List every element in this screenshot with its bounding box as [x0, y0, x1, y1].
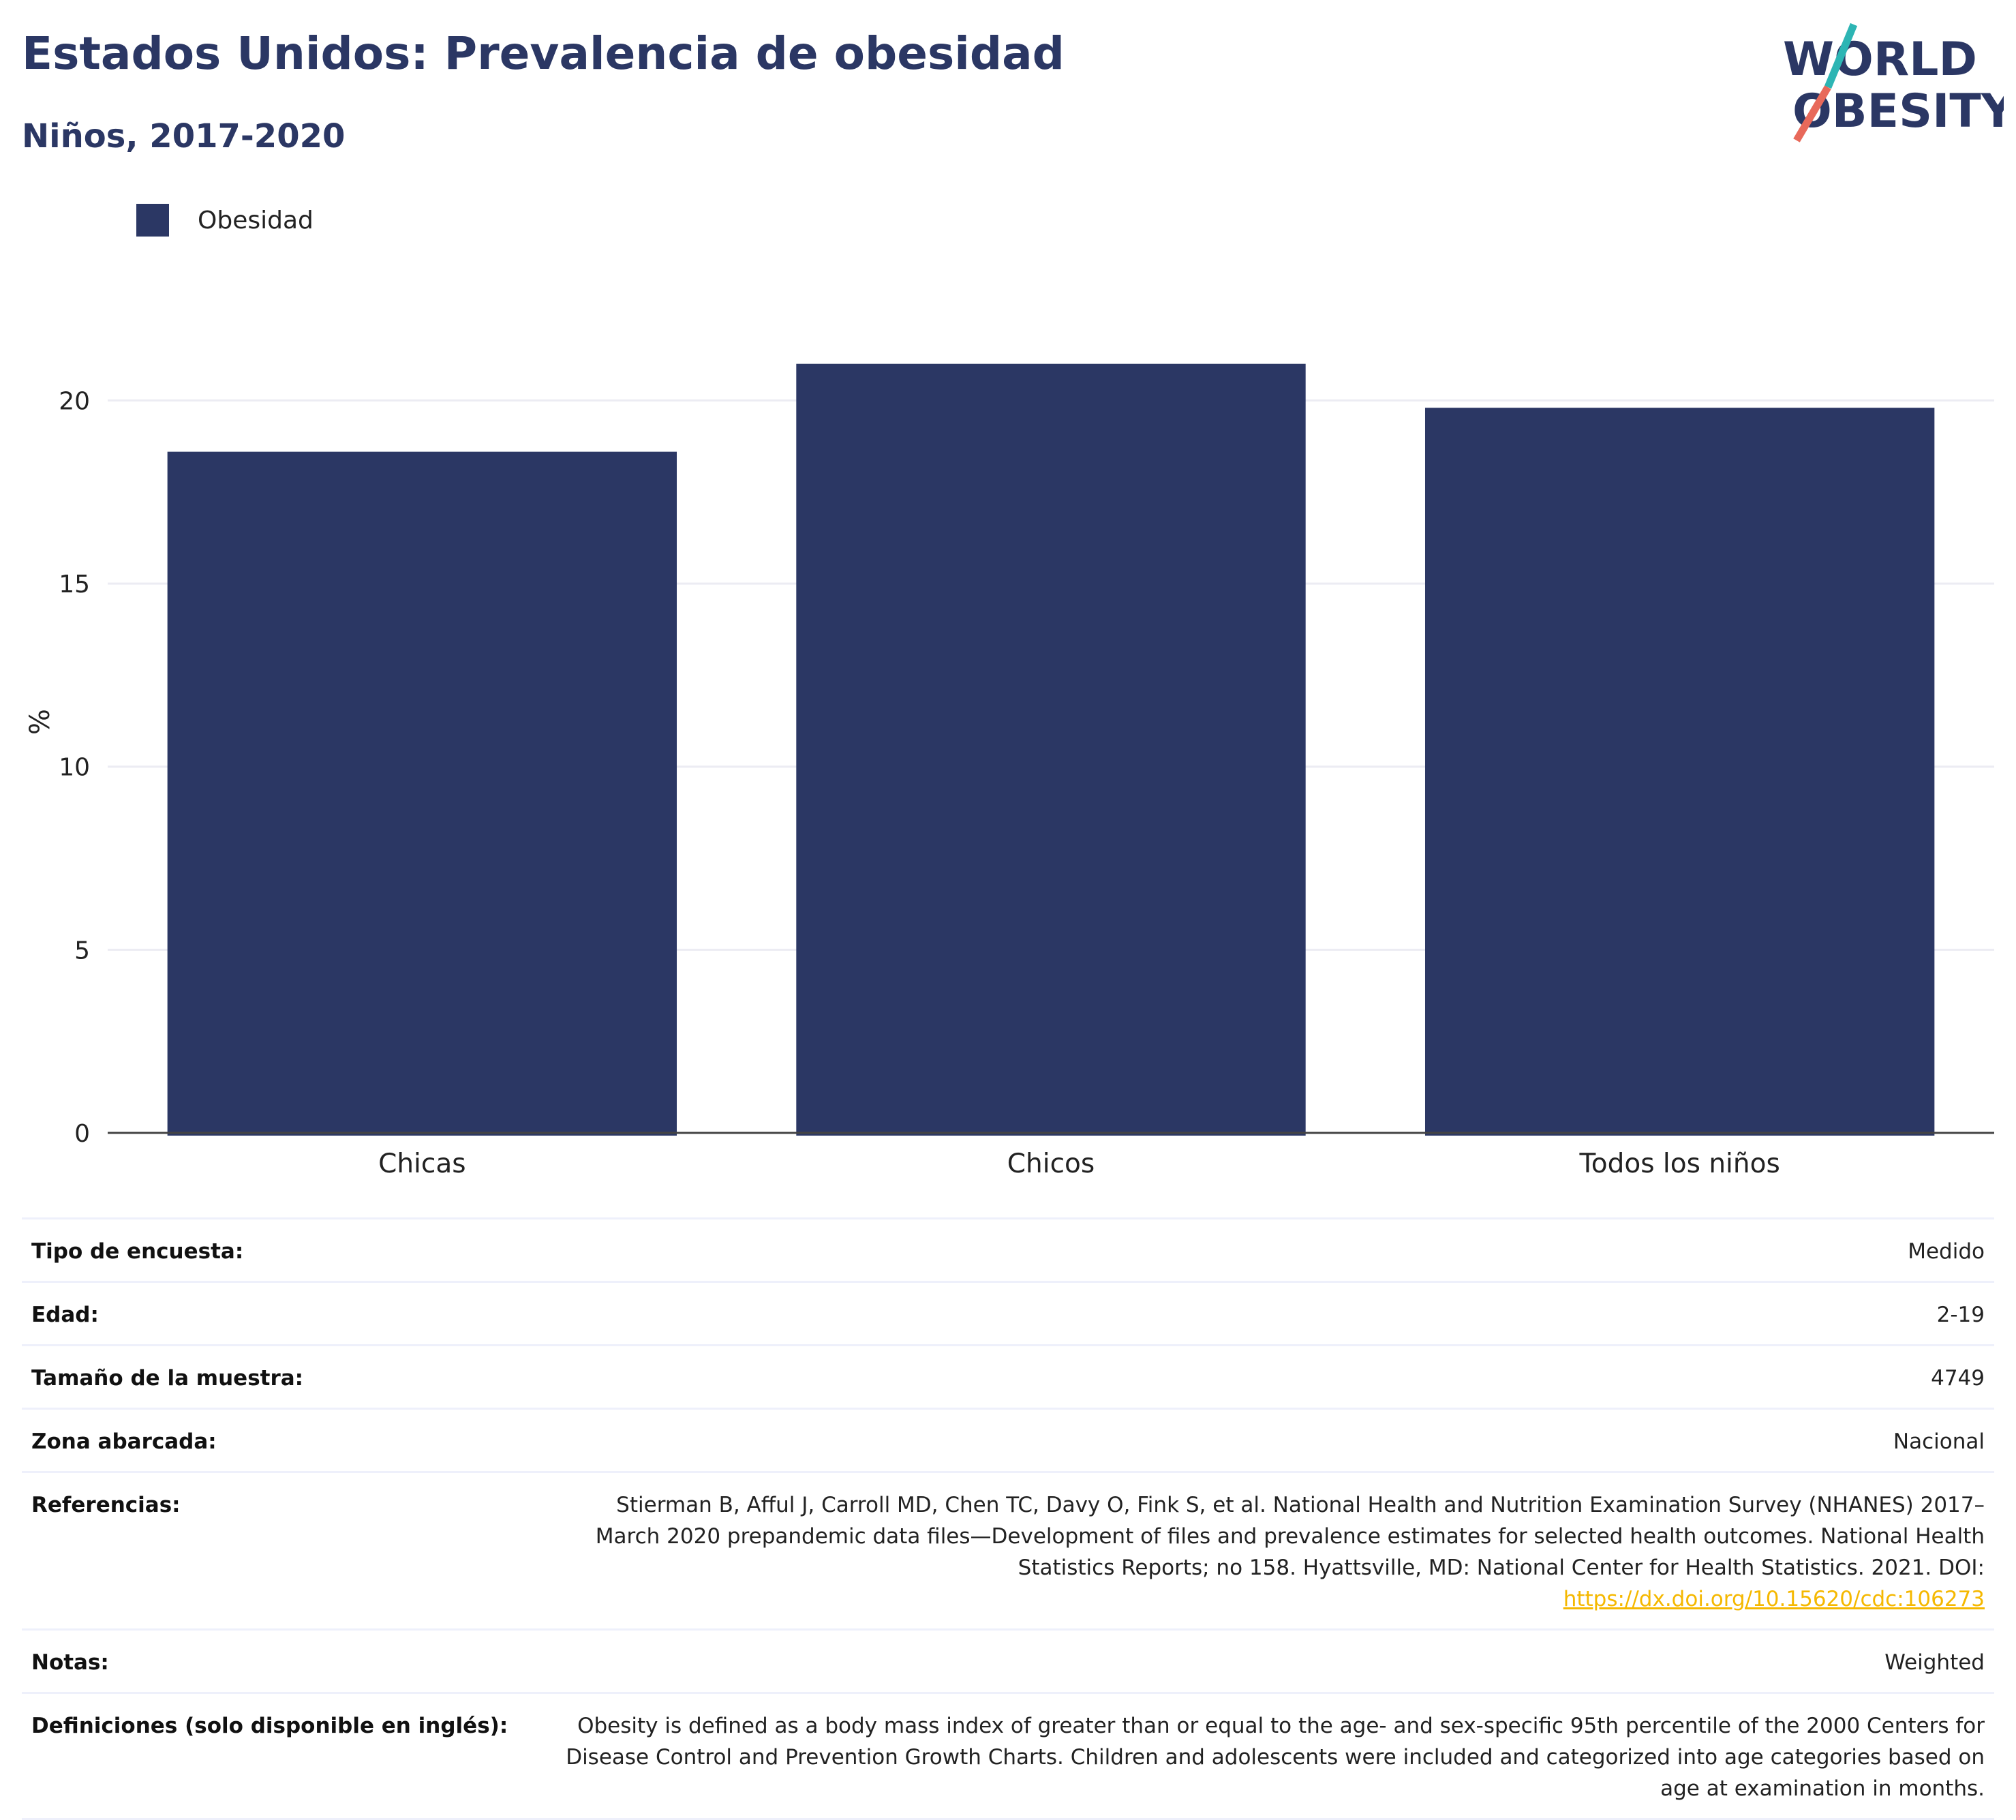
bar [1424, 408, 1935, 1136]
bar [796, 363, 1306, 1136]
svg-text:WORLD: WORLD [1783, 33, 1977, 87]
metadata-value: Obesity is defined as a body mass index … [566, 1714, 1985, 1801]
x-tick-label: Chicas [378, 1149, 465, 1179]
metadata-key: Notas: [31, 1650, 109, 1675]
metadata-row: Definiciones (solo disponible en inglés)… [22, 1694, 1994, 1820]
y-tick-label: 5 [74, 937, 90, 965]
doi-link[interactable]: https://dx.doi.org/10.15620/cdc:106273 [1563, 1587, 1985, 1611]
metadata-row: Zona abarcada: Nacional [22, 1410, 1994, 1473]
y-tick-label: 20 [59, 387, 90, 415]
metadata-row: Tipo de encuesta: Medido [22, 1219, 1994, 1283]
metadata-row: Notas: Weighted [22, 1631, 1994, 1694]
metadata-value: Stierman B, Afful J, Carroll MD, Chen TC… [595, 1493, 1985, 1611]
metadata-value: Weighted [1884, 1650, 1985, 1675]
x-tick-label: Todos los niños [1579, 1149, 1780, 1179]
metadata-row: Referencias: Stierman B, Afful J, Carroll… [22, 1473, 1994, 1631]
y-tick-label: 0 [74, 1120, 90, 1148]
x-tick-label: Chicos [1007, 1149, 1095, 1179]
metadata-key: Zona abarcada: [31, 1429, 217, 1454]
y-tick-label: 15 [59, 571, 90, 598]
metadata-row: Edad: 2-19 [22, 1283, 1994, 1346]
metadata-table: Tipo de encuesta: Medido Edad: 2-19 Tamaño d… [22, 1217, 1994, 1820]
bar-chart: 0 5 10 15 20 Chicas Chicos Todos los niños% [25, 363, 1994, 1179]
y-tick-label: 10 [59, 754, 90, 782]
metadata-key: Definiciones (solo disponible en inglés)… [31, 1714, 508, 1738]
metadata-key: Tipo de encuesta: [31, 1239, 244, 1264]
chart-legend: Obesidad [136, 203, 314, 237]
metadata-key: Edad: [31, 1303, 99, 1327]
metadata-value: 2-19 [1936, 1303, 1985, 1327]
page-subtitle: Niños, 2017-2020 [22, 117, 346, 155]
metadata-value: 4749 [1931, 1366, 1985, 1391]
legend-label: Obesidad [198, 206, 314, 234]
metadata-value: Medido [1908, 1239, 1985, 1264]
metadata-value: Nacional [1893, 1429, 1985, 1454]
world-obesity-logo: WORLD OBESITY [1783, 22, 2004, 142]
y-axis-label: % [25, 709, 56, 735]
bar [167, 451, 677, 1136]
metadata-key: Tamaño de la muestra: [31, 1366, 304, 1391]
page-title: Estados Unidos: Prevalencia de obesidad [22, 27, 1065, 80]
metadata-row: Tamaño de la muestra: 4749 [22, 1346, 1994, 1410]
metadata-key: Referencias: [31, 1493, 181, 1517]
legend-swatch [136, 204, 169, 237]
